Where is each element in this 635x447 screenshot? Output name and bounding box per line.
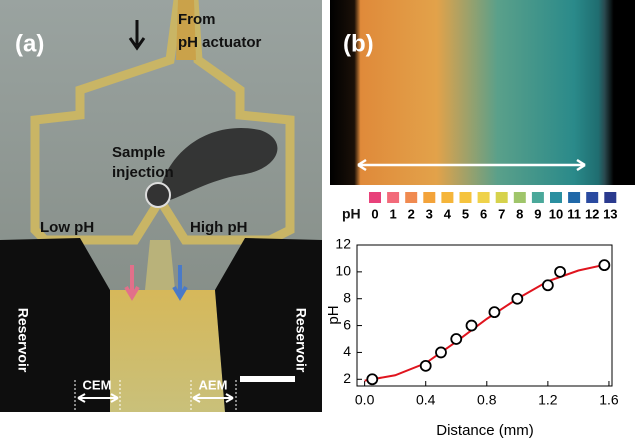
y-tick-label: 2 (343, 370, 351, 386)
scale-level: 10 (549, 206, 563, 221)
scale-swatch (478, 192, 490, 203)
y-tick-label: 12 (335, 236, 351, 252)
label: Reservoir (15, 308, 31, 373)
label: AEM (199, 377, 228, 392)
panel-tag: (b) (343, 30, 374, 57)
label: High pH (190, 219, 248, 236)
scale-swatch (514, 192, 526, 203)
scale-swatch (423, 192, 435, 203)
scale-level: 4 (444, 206, 452, 221)
data-point (599, 260, 609, 270)
scale-level: 11 (567, 206, 581, 221)
fit-line (365, 264, 609, 381)
scale-swatch (387, 192, 399, 203)
scale-label: pH (342, 206, 361, 222)
scale-swatch (568, 192, 580, 203)
scale-swatch (441, 192, 453, 203)
scale-level: 3 (426, 206, 433, 221)
data-point (555, 267, 565, 277)
y-tick-label: 10 (335, 263, 351, 279)
scale-level: 2 (408, 206, 415, 221)
scale-level: 9 (534, 206, 541, 221)
data-point (421, 361, 431, 371)
scale-swatch (532, 192, 544, 203)
plot-frame (357, 245, 612, 386)
label: From (178, 11, 216, 28)
page: (a) From pH actuator Sample injection Lo… (0, 0, 635, 442)
label: Reservoir (293, 308, 309, 373)
panel-tag: (a) (15, 30, 44, 57)
data-point (367, 374, 377, 384)
data-point (512, 294, 522, 304)
y-axis-label: pH (325, 305, 342, 324)
scale-swatch (496, 192, 508, 203)
x-tick-label: 0.0 (355, 392, 375, 408)
scale-swatch (586, 192, 598, 203)
x-tick-label: 0.4 (416, 392, 436, 408)
photo-a: (a) From pH actuator Sample injection Lo… (0, 0, 322, 412)
scale-swatch (369, 192, 381, 203)
x-tick-label: 1.2 (538, 392, 558, 408)
data-point (489, 307, 499, 317)
scale-level: 8 (516, 206, 523, 221)
scale-swatch (604, 192, 616, 203)
x-tick-label: 0.8 (477, 392, 497, 408)
scale-level: 1 (389, 206, 396, 221)
label: CEM (83, 377, 112, 392)
x-axis-label: Distance (mm) (436, 422, 534, 439)
figure: (a) From pH actuator Sample injection Lo… (0, 0, 635, 442)
scale-level: 13 (603, 206, 617, 221)
scale-swatch (460, 192, 472, 203)
label: Low pH (40, 219, 94, 236)
label: pH actuator (178, 34, 262, 51)
x-tick-label: 1.6 (599, 392, 619, 408)
scale-swatch (405, 192, 417, 203)
scale-level: 7 (498, 206, 505, 221)
scale-level: 0 (371, 206, 378, 221)
data-point (467, 321, 477, 331)
scale-level: 5 (462, 206, 469, 221)
y-tick-label: 4 (343, 343, 351, 359)
y-tick-label: 8 (343, 289, 351, 305)
data-point (451, 334, 461, 344)
data-point (543, 280, 553, 290)
photo-b: (b) (330, 0, 635, 185)
scale-level: 6 (480, 206, 487, 221)
scale-level: 12 (585, 206, 599, 221)
y-tick-label: 6 (343, 316, 351, 332)
scale-swatch (550, 192, 562, 203)
label: injection (112, 164, 174, 181)
label: Sample (112, 144, 165, 161)
data-point (436, 347, 446, 357)
